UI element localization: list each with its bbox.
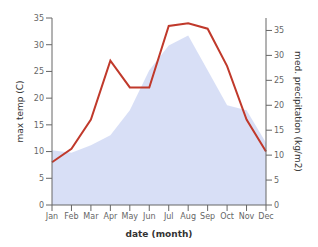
svg-text:Aug: Aug (180, 212, 196, 221)
svg-text:20: 20 (34, 94, 44, 103)
svg-text:5: 5 (274, 176, 279, 185)
svg-text:0: 0 (274, 201, 279, 210)
svg-text:Jul: Jul (163, 212, 174, 221)
svg-text:10: 10 (34, 147, 44, 156)
svg-text:Mar: Mar (83, 212, 99, 221)
svg-text:35: 35 (274, 26, 284, 35)
svg-text:30: 30 (274, 51, 284, 60)
svg-text:Feb: Feb (64, 212, 78, 221)
svg-text:date (month): date (month) (126, 229, 193, 239)
svg-text:5: 5 (39, 174, 44, 183)
svg-text:15: 15 (274, 126, 284, 135)
svg-text:Apr: Apr (103, 212, 118, 221)
svg-text:Dec: Dec (258, 212, 273, 221)
svg-text:Oct: Oct (220, 212, 234, 221)
svg-text:10: 10 (274, 151, 284, 160)
svg-text:35: 35 (34, 14, 44, 23)
svg-text:May: May (122, 212, 139, 221)
svg-text:25: 25 (274, 76, 284, 85)
svg-text:Jan: Jan (45, 212, 58, 221)
svg-text:Jun: Jun (142, 212, 156, 221)
svg-text:15: 15 (34, 121, 44, 130)
svg-text:med. precipitation (kg/m2): med. precipitation (kg/m2) (293, 51, 303, 172)
svg-text:25: 25 (34, 67, 44, 76)
svg-text:0: 0 (39, 201, 44, 210)
svg-text:30: 30 (34, 41, 44, 50)
svg-text:20: 20 (274, 101, 284, 110)
svg-text:Nov: Nov (239, 212, 255, 221)
svg-text:Sep: Sep (200, 212, 215, 221)
svg-text:max temp (C): max temp (C) (15, 80, 25, 142)
